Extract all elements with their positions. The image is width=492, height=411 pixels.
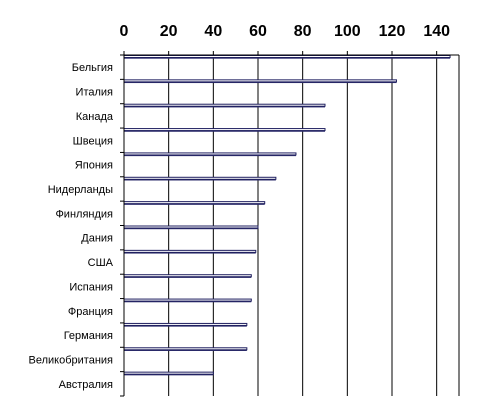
x-tick-label: 140 bbox=[423, 23, 450, 40]
category-label: Германия bbox=[64, 330, 113, 342]
category-label: Швеция bbox=[73, 135, 113, 147]
category-label: Испания bbox=[69, 281, 113, 293]
category-label: Канада bbox=[76, 111, 114, 123]
category-label: США bbox=[88, 257, 114, 269]
bar bbox=[123, 152, 297, 156]
x-tick-label: 60 bbox=[249, 23, 267, 40]
bar bbox=[123, 298, 252, 302]
bar bbox=[123, 55, 451, 58]
x-tick-label: 0 bbox=[120, 23, 129, 40]
bar bbox=[123, 322, 248, 326]
bar bbox=[123, 225, 259, 229]
bar bbox=[123, 128, 326, 132]
bar bbox=[123, 347, 248, 351]
category-label: Великобритания bbox=[29, 354, 114, 366]
x-tick-label: 20 bbox=[160, 23, 178, 40]
category-label: Нидерланды bbox=[48, 184, 113, 196]
x-tick-label: 80 bbox=[294, 23, 312, 40]
category-label: Дания bbox=[81, 233, 113, 245]
category-label: Франция bbox=[68, 306, 113, 318]
x-axis-ticks: 0 20 40 60 80 100 120 140 bbox=[120, 23, 451, 40]
x-tick-label: 120 bbox=[379, 23, 406, 40]
bar bbox=[123, 176, 277, 180]
bar bbox=[123, 274, 252, 278]
category-label: Италия bbox=[76, 87, 114, 99]
bar bbox=[123, 103, 326, 107]
x-tick-label: 100 bbox=[334, 23, 361, 40]
category-label: Япония bbox=[75, 160, 113, 172]
category-label: Финляндия bbox=[55, 208, 113, 220]
category-label: Бельгия bbox=[72, 62, 113, 74]
category-label: Австралия bbox=[59, 379, 113, 391]
bar bbox=[123, 249, 257, 253]
category-labels: Бельгия Италия Канада Швеция Япония Нидерланд… bbox=[29, 62, 114, 391]
bar bbox=[123, 201, 266, 205]
x-tick-label: 40 bbox=[204, 23, 222, 40]
bar bbox=[123, 371, 214, 375]
bar bbox=[123, 79, 397, 83]
